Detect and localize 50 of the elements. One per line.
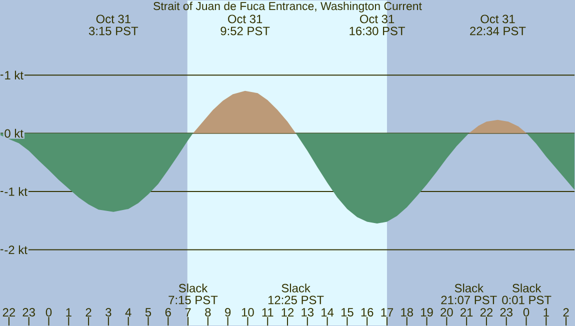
annotation: Oct 31	[480, 14, 515, 24]
y-tick-label: 1 kt	[5, 70, 24, 80]
annotation: 12:25 PST	[268, 296, 324, 304]
x-tick-label: 0	[523, 308, 530, 316]
x-tick-label: 12	[282, 308, 294, 316]
annotation: 3:15 PST	[88, 26, 138, 36]
x-tick-label: 9	[225, 308, 231, 316]
x-tick-label: 1	[66, 308, 72, 316]
x-tick-label: 17	[381, 308, 394, 316]
y-tick-label: -2 kt	[4, 245, 28, 254]
annotation: 0:01 PST	[502, 296, 552, 304]
annotation: 9:52 PST	[220, 26, 270, 36]
annotation: Oct 31	[228, 14, 262, 24]
x-tick-label: 20	[440, 308, 453, 316]
x-tick-label: 22	[480, 308, 493, 316]
x-tick-label: 22	[2, 308, 15, 316]
x-tick-label: 23	[500, 308, 512, 316]
annotation: Oct 31	[96, 14, 130, 24]
x-tick-label: 15	[341, 308, 354, 316]
x-tick-label: 1	[544, 308, 549, 316]
x-tick-label: 8	[205, 308, 211, 316]
x-tick-label: 0	[46, 308, 52, 316]
annotation: Slack	[512, 284, 542, 292]
x-tick-label: 19	[421, 308, 433, 316]
x-tick-label: 23	[22, 308, 35, 316]
annotation: Oct 31	[360, 14, 394, 24]
x-tick-label: 2	[563, 308, 569, 316]
x-tick-label: 11	[262, 308, 274, 316]
x-tick-label: 2	[86, 308, 92, 316]
annotation: 7:15 PST	[168, 296, 218, 304]
x-tick-label: 7	[185, 308, 191, 316]
x-tick-label: 13	[302, 308, 314, 316]
x-tick-label: 4	[125, 308, 132, 316]
chart-title: Strait of Juan de Fuca Entrance, Washington Current	[154, 2, 422, 12]
x-tick-label: 21	[460, 308, 473, 316]
annotation: Slack	[282, 284, 310, 292]
annotation: Slack	[178, 284, 208, 292]
x-tick-label: 10	[242, 308, 254, 316]
x-tick-label: 16	[361, 308, 374, 316]
annotation: 16:30 PST	[350, 26, 405, 36]
annotation: Slack	[454, 284, 484, 292]
x-tick-label: 14	[322, 308, 334, 316]
x-tick-label: 3	[106, 308, 112, 316]
annotation: 22:34 PST	[470, 26, 526, 36]
x-tick-label: 18	[401, 308, 414, 316]
y-tick-label: -1 kt	[4, 187, 28, 196]
x-tick-label: 5	[145, 308, 152, 316]
annotation: 21:07 PST	[441, 296, 497, 304]
y-tick-label: 0 kt	[4, 128, 24, 138]
x-tick-label: 6	[165, 308, 171, 316]
